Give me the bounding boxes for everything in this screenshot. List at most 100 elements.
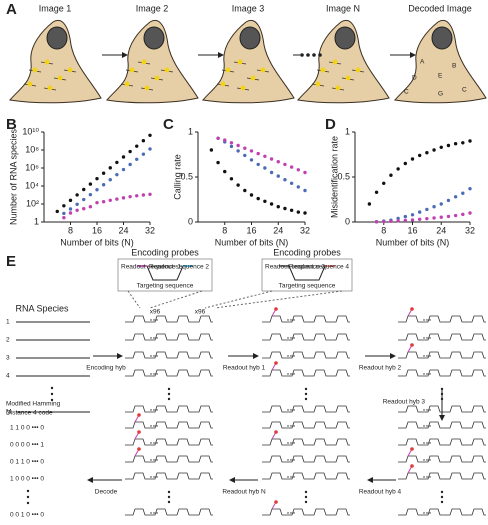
point xyxy=(403,161,408,166)
point xyxy=(263,166,267,170)
point xyxy=(216,136,220,140)
point xyxy=(68,211,73,215)
point xyxy=(115,160,119,165)
panel-label: C xyxy=(163,116,174,133)
dot xyxy=(304,397,308,401)
dot xyxy=(287,459,289,461)
point xyxy=(453,142,458,146)
point xyxy=(101,200,106,204)
point xyxy=(75,202,79,206)
spot xyxy=(315,81,321,87)
dot xyxy=(293,319,295,321)
point xyxy=(256,162,260,167)
dot xyxy=(150,425,152,427)
point xyxy=(243,153,247,158)
point xyxy=(425,151,429,155)
step-label: Readout hyb 1 xyxy=(223,365,266,372)
probe-row xyxy=(398,369,486,377)
point xyxy=(432,205,436,209)
dot xyxy=(156,459,158,461)
point xyxy=(128,194,132,199)
readout-dye xyxy=(137,430,141,434)
probe-row xyxy=(262,455,350,463)
point xyxy=(468,211,472,215)
point xyxy=(135,144,139,148)
probe-row xyxy=(125,369,213,377)
dot xyxy=(150,373,152,375)
species-title: RNA Species xyxy=(15,303,69,313)
dot xyxy=(167,392,171,396)
dot xyxy=(312,53,316,57)
dot xyxy=(293,425,295,427)
dot xyxy=(429,373,431,375)
probe-row xyxy=(125,351,213,359)
dot xyxy=(290,425,292,427)
dot xyxy=(290,355,292,357)
dot xyxy=(440,495,444,499)
point xyxy=(55,209,59,214)
dot xyxy=(304,392,308,396)
spot xyxy=(237,59,243,65)
dot xyxy=(426,476,428,478)
point xyxy=(367,202,372,206)
code: 0 0 1 0 ••• 0 xyxy=(10,512,44,519)
probe-box xyxy=(261,258,353,292)
y-tick-label: 0 xyxy=(188,216,193,226)
decoded-letter: C xyxy=(404,89,409,96)
y-tick-label: 0.5 xyxy=(180,171,193,181)
y-tick-label: 10⁶ xyxy=(25,162,39,172)
x-tick-label: 16 xyxy=(246,225,256,235)
probe-row xyxy=(398,333,486,341)
y-tick-label: 1 xyxy=(345,126,350,136)
point xyxy=(236,149,240,153)
dot xyxy=(153,319,155,321)
point xyxy=(121,155,126,159)
point xyxy=(62,204,66,208)
point xyxy=(229,177,234,181)
copy-count: x96 xyxy=(150,309,161,316)
dot xyxy=(26,495,30,499)
probe-row xyxy=(125,455,213,463)
dot xyxy=(156,319,158,321)
probe-row xyxy=(262,421,350,429)
probe-row xyxy=(262,369,350,377)
dot xyxy=(153,355,155,357)
readout-dye xyxy=(410,343,414,347)
point xyxy=(121,167,126,172)
dot xyxy=(153,476,155,478)
dot xyxy=(426,459,428,461)
point xyxy=(128,162,132,167)
dot xyxy=(304,500,308,504)
probe-row xyxy=(125,472,213,480)
point xyxy=(296,185,301,189)
point xyxy=(374,190,379,194)
image-title: Image 2 xyxy=(136,3,169,13)
layout xyxy=(9,20,487,516)
step-label: Readout hyb 3 xyxy=(383,399,426,406)
dot xyxy=(290,409,292,411)
dot xyxy=(167,397,171,401)
y-tick-label: 1 xyxy=(34,216,39,226)
x-tick-label: 8 xyxy=(381,225,386,235)
dot xyxy=(290,319,292,321)
dot xyxy=(150,512,152,514)
spot xyxy=(57,75,63,81)
spot xyxy=(220,81,226,87)
point xyxy=(236,183,240,187)
axis xyxy=(197,132,305,223)
dot xyxy=(429,355,431,357)
dot xyxy=(26,489,30,493)
dot xyxy=(290,512,292,514)
decoded-letter: B xyxy=(452,63,456,70)
readout-dye xyxy=(410,464,414,468)
dot xyxy=(150,319,152,321)
point xyxy=(446,214,451,219)
spot xyxy=(332,59,338,65)
point xyxy=(256,151,260,156)
point xyxy=(396,167,400,171)
spot xyxy=(355,67,361,73)
dot xyxy=(290,459,292,461)
point xyxy=(389,219,393,223)
probe-row xyxy=(262,333,350,341)
readout-dye xyxy=(274,430,278,434)
